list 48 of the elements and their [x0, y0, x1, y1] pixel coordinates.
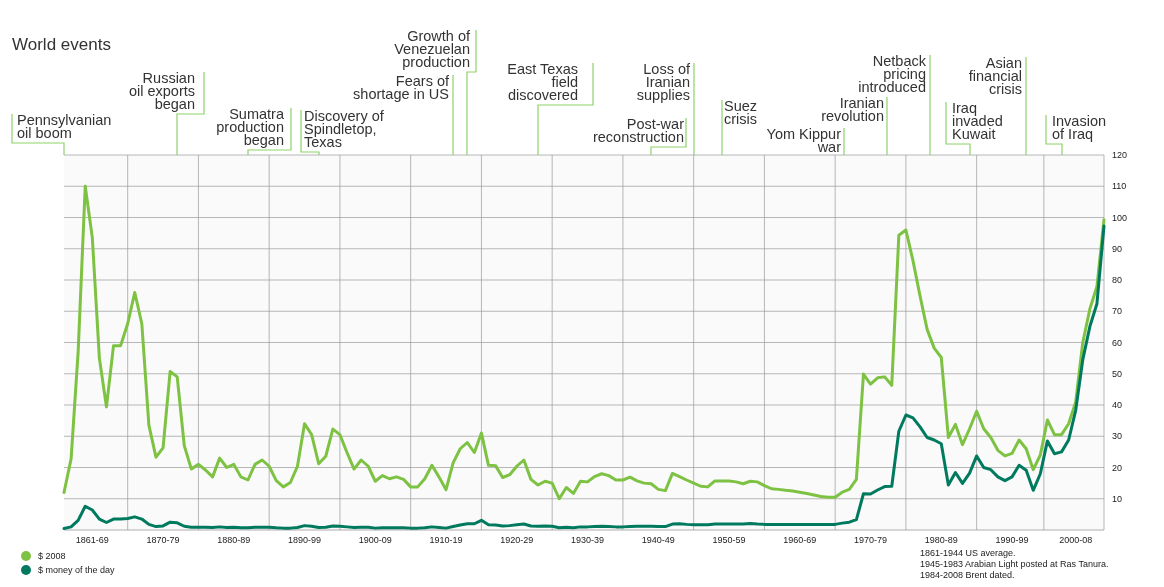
- x-tick-label: 1920-29: [500, 535, 534, 545]
- x-tick-label: 1910-19: [429, 535, 463, 545]
- y-tick-label: 20: [1112, 462, 1123, 473]
- x-tick-label: 1870-79: [146, 535, 180, 545]
- legend-label: $ 2008: [38, 551, 66, 562]
- text: Suez crisis: [724, 98, 758, 127]
- text: Discovery of Spindletop, Texas: [304, 108, 385, 150]
- y-tick-label: 100: [1112, 212, 1128, 223]
- annotation: Yom Kippur war: [766, 126, 842, 155]
- x-tick-label: 1990-99: [995, 535, 1029, 545]
- y-tick-label: 50: [1112, 368, 1123, 379]
- text: 1861-1944 US average. 1945-1983 Arabian Light posted at Ras Tanura. 1984-2008 Brent dated.: [920, 548, 1109, 580]
- x-tick-label: 2000-08: [1059, 535, 1093, 545]
- y-tick-label: 60: [1112, 337, 1123, 348]
- text: Russian oil exports began: [128, 70, 195, 112]
- text: Asian financial crisis: [968, 55, 1022, 97]
- x-tick-label: 1900-09: [358, 535, 392, 545]
- x-tick-label: 1930-39: [571, 535, 605, 545]
- x-tick-label: 1861-69: [75, 535, 109, 545]
- y-tick-label: 30: [1112, 431, 1123, 442]
- x-tick-label: 1890-99: [288, 535, 322, 545]
- text: Pennsylvanian oil boom: [17, 112, 112, 141]
- x-tick-label: 1970-79: [854, 535, 888, 545]
- text: Fears of shortage in US: [353, 73, 450, 102]
- text: East Texas field discovered: [507, 61, 578, 103]
- y-tick-label: 90: [1112, 243, 1123, 254]
- y-tick-label: 120: [1112, 150, 1128, 161]
- y-tick-label: 40: [1112, 400, 1123, 411]
- y-tick-label: 70: [1112, 306, 1123, 317]
- x-tick-label: 1940-49: [641, 535, 675, 545]
- text: Sumatra production began: [216, 106, 285, 148]
- text: Invasion of Iraq: [1052, 113, 1107, 142]
- text: Growth of Venezuelan production: [394, 28, 471, 70]
- text: Loss of Iranian supplies: [636, 61, 691, 103]
- y-tick-label: 80: [1112, 275, 1123, 286]
- text: Netback pricing introduced: [858, 53, 927, 95]
- text: Iranian revolution: [821, 95, 884, 124]
- x-tick-label: 1960-69: [783, 535, 817, 545]
- x-tick-label: 1950-59: [712, 535, 746, 545]
- legend-label: $ money of the day: [38, 565, 116, 576]
- y-tick-label: 110: [1112, 181, 1127, 192]
- y-tick-label: 10: [1112, 493, 1123, 504]
- line-series: [62, 184, 1106, 501]
- x-tick-label: 1980-89: [924, 535, 958, 545]
- chart-title: World events: [12, 35, 111, 54]
- x-tick-label: 1880-89: [217, 535, 251, 545]
- text: Iraq invaded Kuwait: [952, 100, 1003, 142]
- text: Post-war reconstruction: [592, 116, 685, 145]
